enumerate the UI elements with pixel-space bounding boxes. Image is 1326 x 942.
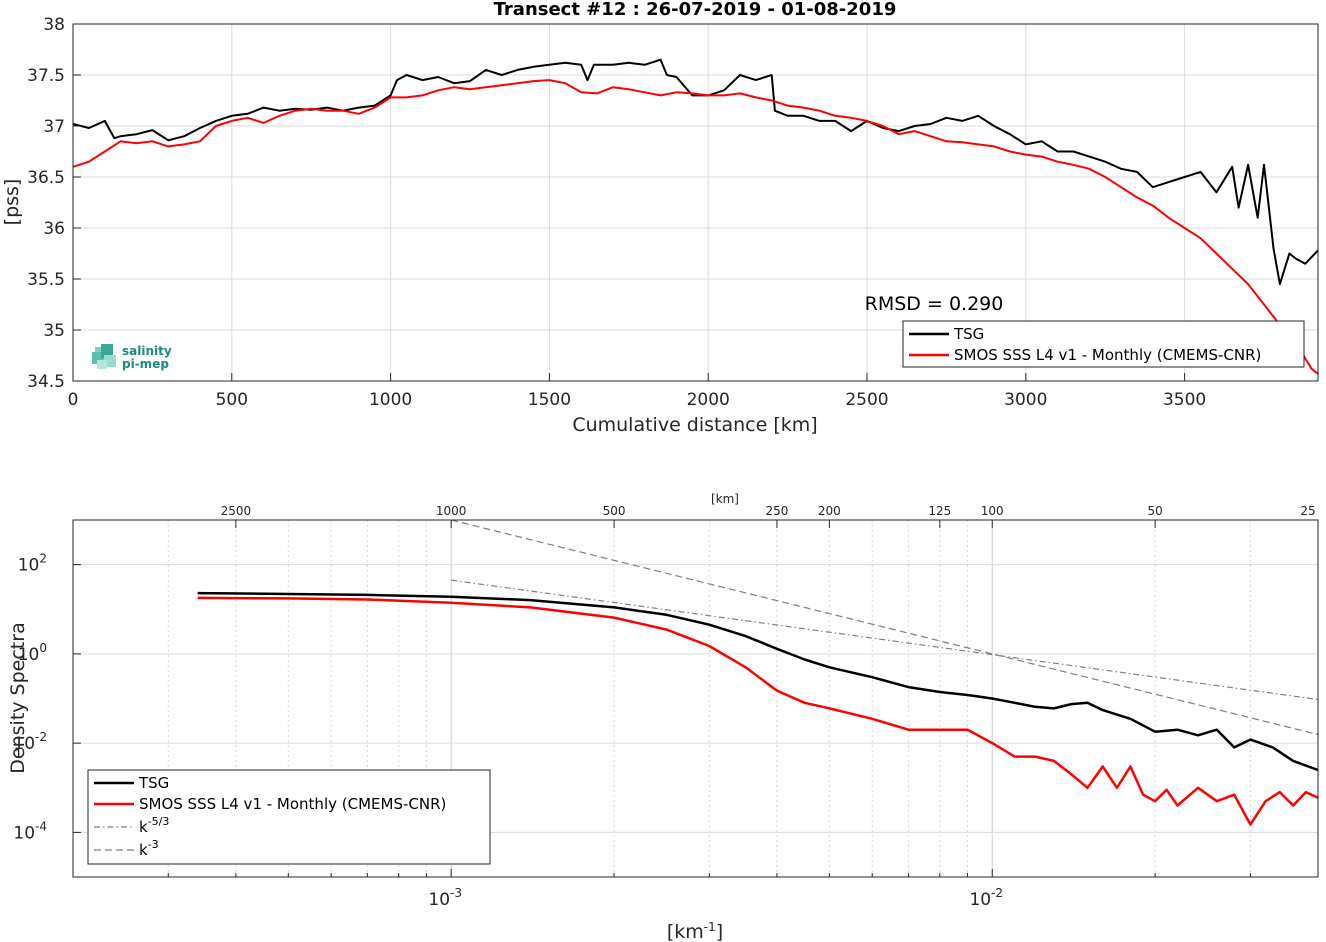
bottom-top-tick-label-25: 25 <box>1300 504 1315 518</box>
top-ytick-label-37.5: 37.5 <box>27 66 65 86</box>
salinity-pi-mep-logo: salinity pi-mep <box>92 344 172 371</box>
top-ytick-label-35.5: 35.5 <box>27 270 65 290</box>
top-xtick-label-3500: 3500 <box>1163 390 1206 410</box>
rmsd-annotation: RMSD = 0.290 <box>865 293 1004 315</box>
top-xtick-label-1000: 1000 <box>369 390 412 410</box>
bottom-top-tick-label-250: 250 <box>765 504 788 518</box>
bottom-xtick-label-1: 10-2 <box>969 886 1003 910</box>
logo-mark <box>92 344 116 369</box>
top-xtick-label-1500: 1500 <box>528 390 571 410</box>
bottom-series-line-tsg <box>197 591 1319 772</box>
bottom-legend-box <box>87 769 491 865</box>
bottom-xtick-label-0: 10-3 <box>428 886 462 910</box>
bottom-axes-box <box>72 519 1319 878</box>
salinity-transect-panel: 0 500 1000 1500 2000 2500 3000 3500 34.5 35 35.5 36… <box>1 0 1319 436</box>
top-xlabel: Cumulative distance [km] <box>572 414 817 436</box>
bottom-top-axis-label: [km] <box>711 492 739 506</box>
top-xtick-label-3000: 3000 <box>1004 390 1047 410</box>
bottom-series-line-k-3 <box>451 519 1319 736</box>
top-xtick-label-2500: 2500 <box>845 390 888 410</box>
bottom-top-tick-label-100: 100 <box>981 504 1004 518</box>
bottom-series <box>197 519 1319 826</box>
bottom-top-tick-label-125: 125 <box>928 504 951 518</box>
top-xtick-label-2000: 2000 <box>687 390 730 410</box>
bottom-ytick-label-0: 10-4 <box>13 819 47 843</box>
top-ytick-label-37: 37 <box>43 117 65 137</box>
top-legend-box <box>902 320 1305 368</box>
bottom-series-line-k-5-3 <box>451 579 1319 701</box>
top-ylabel: [pss] <box>1 179 23 226</box>
bottom-legend-label-k53: k-5/3 <box>139 815 169 836</box>
bottom-legend: TSG SMOS SSS L4 v1 - Monthly (CMEMS-CNR)… <box>87 769 491 865</box>
top-title: Transect #12 : 26-07-2019 - 01-08-2019 <box>494 0 897 20</box>
bottom-top-tick-label-500: 500 <box>603 504 626 518</box>
top-legend-label-smos: SMOS SSS L4 v1 - Monthly (CMEMS-CNR) <box>954 346 1261 364</box>
bottom-top-tick-label-200: 200 <box>818 504 841 518</box>
top-ytick-label-34.5: 34.5 <box>27 372 65 392</box>
top-xtick-label-0: 0 <box>68 390 79 410</box>
top-xtick-label-500: 500 <box>216 390 248 410</box>
top-ytick-label-35: 35 <box>43 321 65 341</box>
top-series <box>72 58 1319 375</box>
top-series-line-smos-sss-l4-v1-monthly-cmems-cnr <box>72 79 1319 375</box>
bottom-xlabel: [km-1] <box>667 920 723 942</box>
logo-text-salinity: salinity <box>122 344 172 358</box>
top-ytick-label-36.5: 36.5 <box>27 168 65 188</box>
bottom-legend-label-tsg: TSG <box>138 774 169 792</box>
top-legend-label-tsg: TSG <box>953 325 984 343</box>
top-axes-box <box>72 23 1319 382</box>
top-ytick-label-36: 36 <box>43 219 65 239</box>
bottom-series-line-smos-sss-l4-v1-monthly-cmems-cnr <box>197 596 1319 826</box>
top-ticks: 0 500 1000 1500 2000 2500 3000 3500 34.5 35 35.5 36… <box>27 15 1206 410</box>
top-legend: TSG SMOS SSS L4 v1 - Monthly (CMEMS-CNR) <box>902 320 1305 368</box>
bottom-top-tick-label-2500: 2500 <box>221 504 252 518</box>
bottom-grid <box>72 520 1319 877</box>
bottom-ylabel: Density Spectra <box>7 622 29 773</box>
top-ytick-label-38: 38 <box>43 15 65 35</box>
bottom-ytick-label-3: 102 <box>18 552 47 576</box>
bottom-legend-label-smos: SMOS SSS L4 v1 - Monthly (CMEMS-CNR) <box>139 795 446 813</box>
logo-text-pi-mep: pi-mep <box>122 357 169 371</box>
bottom-top-tick-label-1000: 1000 <box>436 504 467 518</box>
bottom-top-tick-label-50: 50 <box>1147 504 1162 518</box>
